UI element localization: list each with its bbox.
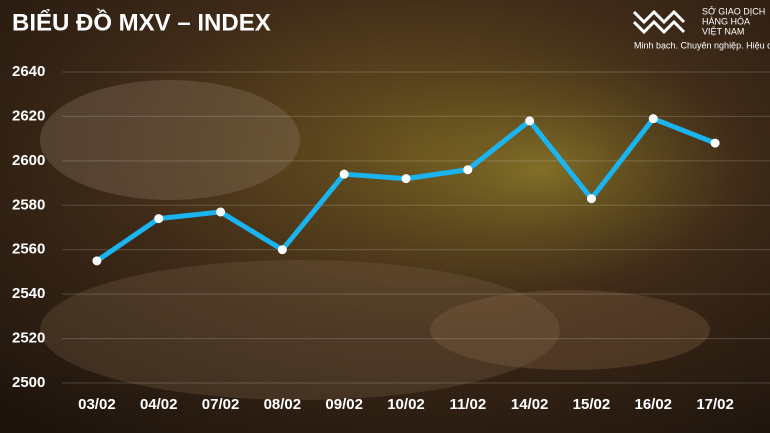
decor-bowl: [40, 80, 300, 200]
data-point: [216, 207, 226, 217]
x-tick-label: 11/02: [449, 396, 486, 413]
data-point: [710, 138, 720, 148]
logo-text: SỞ GIAO DỊCH: [702, 5, 765, 16]
logo-tagline: Minh bạch. Chuyên nghiệp. Hiệu quả: [634, 40, 770, 50]
y-tick-label: 2600: [12, 152, 45, 169]
data-point: [277, 245, 287, 255]
decor-spoon: [430, 290, 710, 370]
x-tick-label: 14/02: [511, 396, 549, 413]
x-tick-label: 09/02: [325, 396, 363, 413]
x-tick-label: 10/02: [387, 396, 425, 413]
x-tick-label: 08/02: [264, 396, 302, 413]
x-tick-label: 17/02: [696, 396, 734, 413]
x-tick-label: 15/02: [573, 396, 611, 413]
decor-bowl: [310, 50, 770, 290]
x-tick-label: 04/02: [140, 396, 178, 413]
data-point: [154, 214, 164, 224]
x-tick-label: 16/02: [634, 396, 672, 413]
chart-title: BIỂU ĐỒ MXV – INDEX: [12, 8, 271, 36]
y-tick-label: 2500: [12, 374, 45, 391]
logo: SỞ GIAO DỊCH HÀNG HÓA VIỆT NAM Minh bạch…: [632, 5, 770, 50]
y-tick-label: 2640: [12, 63, 45, 80]
logo-icon: [632, 9, 686, 35]
y-tick-label: 2560: [12, 241, 45, 258]
y-tick-label: 2520: [12, 330, 45, 347]
data-point: [648, 114, 658, 124]
data-point: [401, 174, 411, 184]
data-point: [463, 165, 473, 175]
y-tick-label: 2580: [12, 196, 45, 213]
y-tick-label: 2540: [12, 285, 45, 302]
data-point: [92, 256, 102, 266]
logo-text: HÀNG HÓA: [702, 16, 750, 26]
data-point: [586, 194, 596, 204]
decor-beans: [40, 260, 560, 400]
data-point: [339, 169, 349, 179]
y-tick-label: 2620: [12, 107, 45, 124]
data-point: [525, 116, 535, 126]
logo-text: VIỆT NAM: [702, 26, 744, 36]
x-tick-label: 03/02: [78, 396, 116, 413]
x-tick-label: 07/02: [202, 396, 240, 413]
